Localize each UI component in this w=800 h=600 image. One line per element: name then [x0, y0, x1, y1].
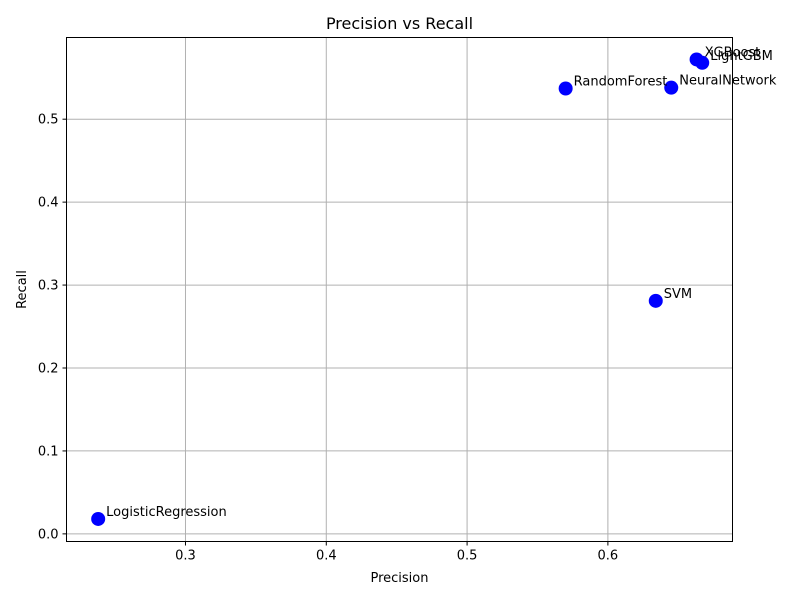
y-tick-label: 0.3 — [38, 279, 59, 294]
x-tick-label: 0.5 — [457, 549, 478, 564]
y-tick-label: 0.2 — [38, 361, 59, 376]
data-point — [695, 55, 710, 70]
point-label: NeuralNetwork — [679, 74, 777, 89]
point-label: SVM — [664, 287, 692, 302]
y-axis-label: Recall — [15, 270, 30, 309]
point-label: LogisticRegression — [106, 505, 227, 520]
point-label: XGBoost — [705, 45, 761, 60]
data-point — [91, 511, 106, 526]
y-tick-label: 0.0 — [38, 527, 59, 542]
point-label: LightGBM — [710, 49, 773, 64]
x-axis-label: Precision — [370, 571, 428, 586]
grid — [66, 37, 733, 542]
point-label: RandomForest — [574, 75, 668, 90]
y-tick-label: 0.4 — [38, 196, 59, 211]
chart-title: Precision vs Recall — [326, 14, 473, 33]
plot-frame — [66, 37, 733, 542]
y-tick-label: 0.1 — [38, 444, 59, 459]
x-tick-label: 0.3 — [175, 549, 196, 564]
axis-ticks: 0.3 0.4 0.5 0.6 0.0 0.1 0.2 0.3 0.4 0.5 — [38, 113, 618, 564]
data-point — [664, 80, 679, 95]
y-tick-label: 0.5 — [38, 113, 59, 128]
data-point — [558, 81, 573, 96]
data-points — [91, 52, 710, 526]
x-tick-label: 0.4 — [316, 549, 337, 564]
x-tick-label: 0.6 — [598, 549, 619, 564]
data-point — [648, 293, 663, 308]
point-labels: LogisticRegression RandomForest SVM NeuralN… — [106, 45, 777, 519]
